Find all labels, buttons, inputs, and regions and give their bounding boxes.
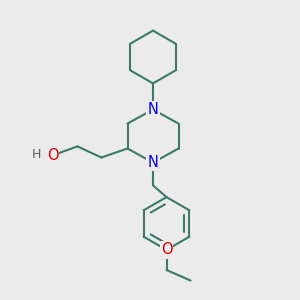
Text: O: O bbox=[47, 148, 58, 163]
Text: N: N bbox=[148, 102, 158, 117]
Text: O: O bbox=[161, 242, 172, 257]
Text: H: H bbox=[32, 148, 42, 161]
Text: N: N bbox=[148, 155, 158, 170]
